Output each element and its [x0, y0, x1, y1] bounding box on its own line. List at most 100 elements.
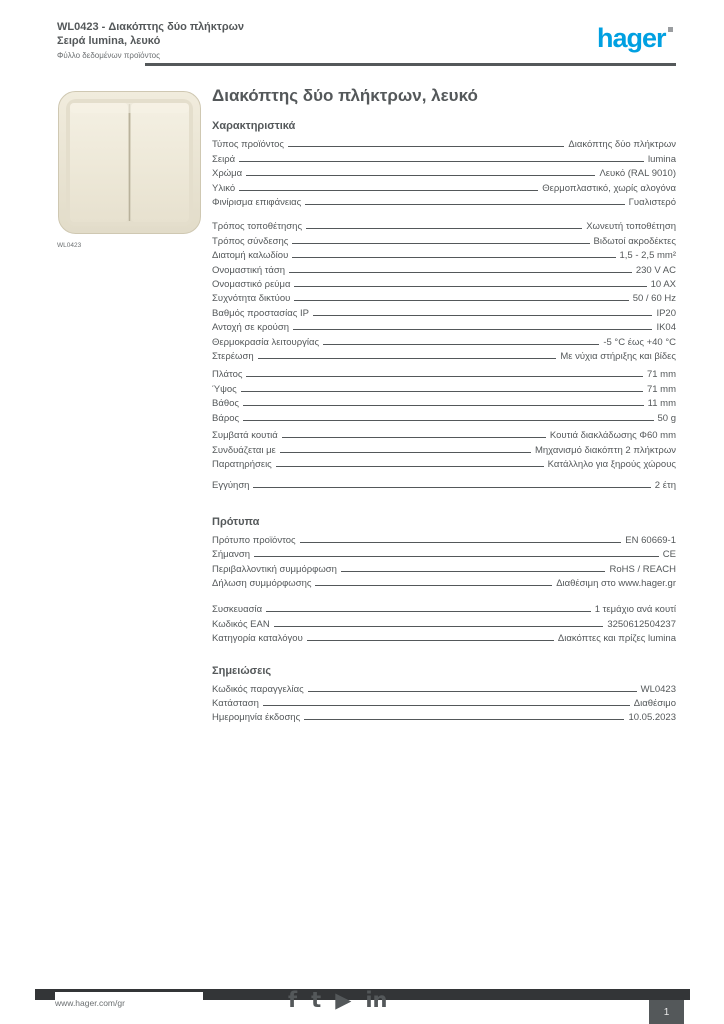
- row-leader-line: [289, 271, 632, 273]
- spec-row: Συχνότητα δικτύου 50 / 60 Hz: [212, 292, 676, 306]
- row-label: Στερέωση: [212, 351, 254, 363]
- row-value: IP20: [656, 307, 676, 319]
- row-value: 10.05.2023: [628, 712, 676, 724]
- row-label: Δήλωση συμμόρφωσης: [212, 577, 312, 589]
- section-rows: Πρότυπο προϊόντος EN 60669-1 Σήμανση CE …: [212, 534, 676, 592]
- spec-section: Συμβατά κουτιά Κουτιά διακλάδωσης Φ60 mm…: [212, 429, 676, 472]
- spec-row: Συσκευασία 1 τεμάχιο ανά κουτί: [212, 603, 676, 617]
- footer-divider-bar: [35, 989, 690, 1000]
- row-leader-line: [239, 189, 539, 191]
- spec-row: Πρότυπο προϊόντος EN 60669-1: [212, 534, 676, 548]
- row-label: Θερμοκρασία λειτουργίας: [212, 336, 320, 348]
- spec-row: Συμβατά κουτιά Κουτιά διακλάδωσης Φ60 mm: [212, 429, 676, 443]
- spec-row: Παρατηρήσεις Κατάλληλο για ξηρούς χώρους: [212, 458, 676, 472]
- section-rows: Τρόπος τοποθέτησης Χωνευτή τοποθέτηση Τρ…: [212, 220, 676, 364]
- row-leader-line: [240, 390, 643, 392]
- row-value: Χωνευτή τοποθέτηση: [586, 221, 676, 233]
- row-leader-line: [243, 419, 654, 421]
- spec-row: Θερμοκρασία λειτουργίας -5 °C έως +40 °C: [212, 336, 676, 350]
- row-leader-line: [312, 314, 653, 316]
- spec-row: Κατάσταση Διαθέσιμο: [212, 697, 676, 711]
- header-series: Σειρά lumina, λευκό: [57, 34, 161, 47]
- row-label: Περιβαλλοντική συμμόρφωση: [212, 563, 337, 575]
- spec-row: Διατομή καλωδίου 1,5 - 2,5 mm²: [212, 249, 676, 263]
- spec-row: Πλάτος 71 mm: [212, 368, 676, 382]
- hager-logo: hager: [597, 23, 667, 53]
- row-value: 11 mm: [647, 398, 676, 410]
- row-leader-line: [305, 204, 625, 206]
- spec-row: Αντοχή σε κρούση IK04: [212, 321, 676, 335]
- row-label: Σειρά: [212, 153, 236, 165]
- row-value: Κουτιά διακλάδωσης Φ60 mm: [549, 430, 676, 442]
- row-leader-line: [281, 437, 546, 439]
- row-leader-line: [239, 160, 644, 162]
- spec-row: Υλικό Θερμοπλαστικό, χωρίς αλογόνα: [212, 182, 676, 196]
- spec-row: Κατηγορία καταλόγου Διακόπτες και πρίζες…: [212, 632, 676, 646]
- row-leader-line: [257, 358, 557, 360]
- youtube-icon[interactable]: ▶: [335, 988, 352, 1012]
- row-value: 3250612504237: [607, 618, 676, 630]
- row-leader-line: [246, 175, 596, 177]
- spec-row: Βάθος 11 mm: [212, 397, 676, 411]
- page-title: Διακόπτης δύο πλήκτρων, λευκό: [212, 86, 478, 105]
- row-label: Σήμανση: [212, 549, 251, 561]
- row-value: -5 °C έως +40 °C: [603, 336, 676, 348]
- row-leader-line: [294, 286, 647, 288]
- row-label: Βάρος: [212, 412, 240, 424]
- spec-row: Δήλωση συμμόρφωσης Διαθέσιμη στο www.hag…: [212, 577, 676, 591]
- row-value: 1,5 - 2,5 mm²: [619, 250, 677, 262]
- header-doc-type: Φύλλο δεδομένων προϊόντος: [57, 50, 160, 60]
- spec-row: Ονομαστικό ρεύμα 10 AX: [212, 278, 676, 292]
- row-leader-line: [292, 257, 616, 259]
- product-image: [57, 90, 202, 235]
- spec-section: Εγγύηση 2 έτη: [212, 479, 676, 493]
- row-label: Αντοχή σε κρούση: [212, 322, 289, 334]
- row-value: Βιδωτοί ακροδέκτες: [593, 235, 676, 247]
- header-product-info: WL0423 - Διακόπτης δύο πλήκτρων Σειρά lu…: [57, 21, 244, 61]
- row-value: Με νύχια στήριξης και βίδες: [560, 351, 676, 363]
- row-value: Κατάλληλο για ξηρούς χώρους: [547, 458, 676, 470]
- section-rows: Πλάτος 71 mm Ύψος 71 mm Βάθος 11 mm Βάρο…: [212, 368, 676, 426]
- product-image-caption: WL0423: [57, 242, 82, 249]
- row-label: Πλάτος: [212, 369, 243, 381]
- linkedin-icon[interactable]: in: [365, 988, 388, 1012]
- spec-sections: Χαρακτηριστικά Τύπος προϊόντος Διακόπτης…: [212, 120, 676, 725]
- row-leader-line: [254, 556, 659, 558]
- row-leader-line: [294, 300, 629, 302]
- row-leader-line: [306, 228, 583, 230]
- row-label: Τρόπος τοποθέτησης: [212, 221, 303, 233]
- section-rows: Κωδικός παραγγελίας WL0423 Κατάσταση Δια…: [212, 683, 676, 726]
- row-label: Συχνότητα δικτύου: [212, 293, 291, 305]
- spec-section: Πλάτος 71 mm Ύψος 71 mm Βάθος 11 mm Βάρο…: [212, 368, 676, 426]
- row-value: 71 mm: [646, 383, 676, 395]
- section-rows: Συμβατά κουτιά Κουτιά διακλάδωσης Φ60 mm…: [212, 429, 676, 472]
- row-label: Κατάσταση: [212, 697, 259, 709]
- row-value: 50 / 60 Hz: [632, 293, 676, 305]
- row-value: 71 mm: [646, 369, 676, 381]
- row-leader-line: [299, 541, 622, 543]
- spec-section: Συσκευασία 1 τεμάχιο ανά κουτί Κωδικός E…: [212, 603, 676, 646]
- logo-registered-mark: [668, 27, 673, 32]
- row-leader-line: [306, 640, 554, 642]
- spec-row: Φινίρισμα επιφάνειας Γυαλιστερό: [212, 196, 676, 210]
- spec-row: Περιβαλλοντική συμμόρφωση RoHS / REACH: [212, 563, 676, 577]
- spec-row: Τρόπος τοποθέτησης Χωνευτή τοποθέτηση: [212, 220, 676, 234]
- spec-row: Ονομαστική τάση 230 V AC: [212, 264, 676, 278]
- row-label: Διατομή καλωδίου: [212, 250, 289, 262]
- twitter-icon[interactable]: t: [311, 988, 322, 1012]
- row-label: Πρότυπο προϊόντος: [212, 534, 296, 546]
- spec-section: Τρόπος τοποθέτησης Χωνευτή τοποθέτηση Τρ…: [212, 220, 676, 364]
- row-label: Τύπος προϊόντος: [212, 139, 284, 151]
- facebook-icon[interactable]: f: [288, 988, 298, 1012]
- row-label: Ύψος: [212, 383, 237, 395]
- footer-website-link[interactable]: www.hager.com/gr: [55, 992, 203, 1014]
- row-leader-line: [307, 690, 637, 692]
- row-label: Κωδικός EAN: [212, 618, 270, 630]
- spec-section: Πρότυπα Πρότυπο προϊόντος EN 60669-1 Σήμ…: [212, 516, 676, 592]
- spec-row: Τρόπος σύνδεσης Βιδωτοί ακροδέκτες: [212, 235, 676, 249]
- row-value: WL0423: [640, 683, 676, 695]
- row-value: Διακόπτες και πρίζες lumina: [557, 633, 676, 645]
- page-number-badge: 1: [649, 1000, 684, 1024]
- header-reference: WL0423 - Διακόπτης δύο πλήκτρων: [57, 21, 245, 33]
